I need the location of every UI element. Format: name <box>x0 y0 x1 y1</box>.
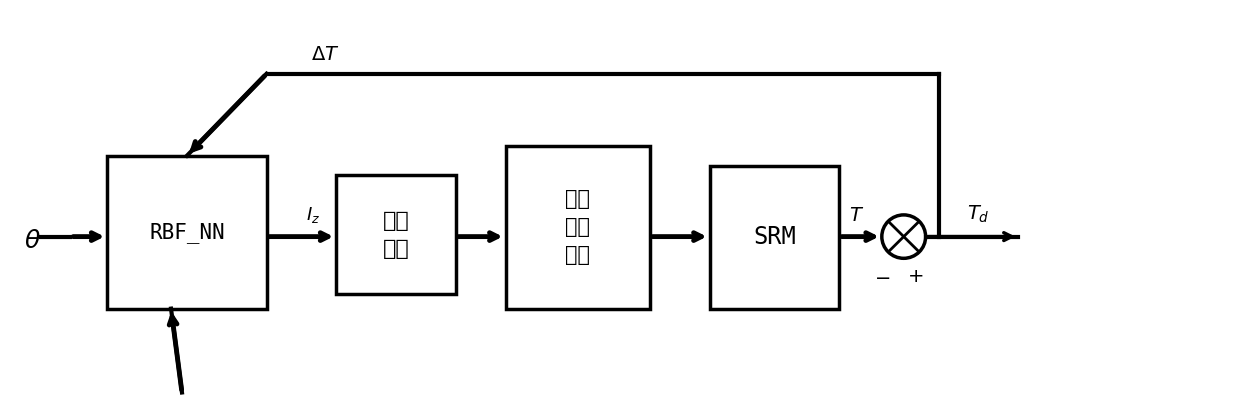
Text: RBF_NN: RBF_NN <box>149 222 224 243</box>
Bar <box>710 166 839 309</box>
Text: 电流
分配: 电流 分配 <box>383 211 409 259</box>
Text: $\theta$: $\theta$ <box>25 229 41 253</box>
Text: $+$: $+$ <box>907 267 924 286</box>
Text: $\Delta T$: $\Delta T$ <box>311 44 339 63</box>
Bar <box>336 176 456 294</box>
Text: $-$: $-$ <box>873 267 890 286</box>
Text: 电流
滞环
控制: 电流 滞环 控制 <box>565 189 590 265</box>
Bar <box>506 146 650 309</box>
Circle shape <box>882 215 926 258</box>
Bar <box>108 156 266 309</box>
Text: $I_z$: $I_z$ <box>306 205 321 225</box>
Text: $T$: $T$ <box>850 206 865 225</box>
Text: $T_d$: $T_d$ <box>968 203 990 225</box>
Text: SRM: SRM <box>753 225 795 249</box>
